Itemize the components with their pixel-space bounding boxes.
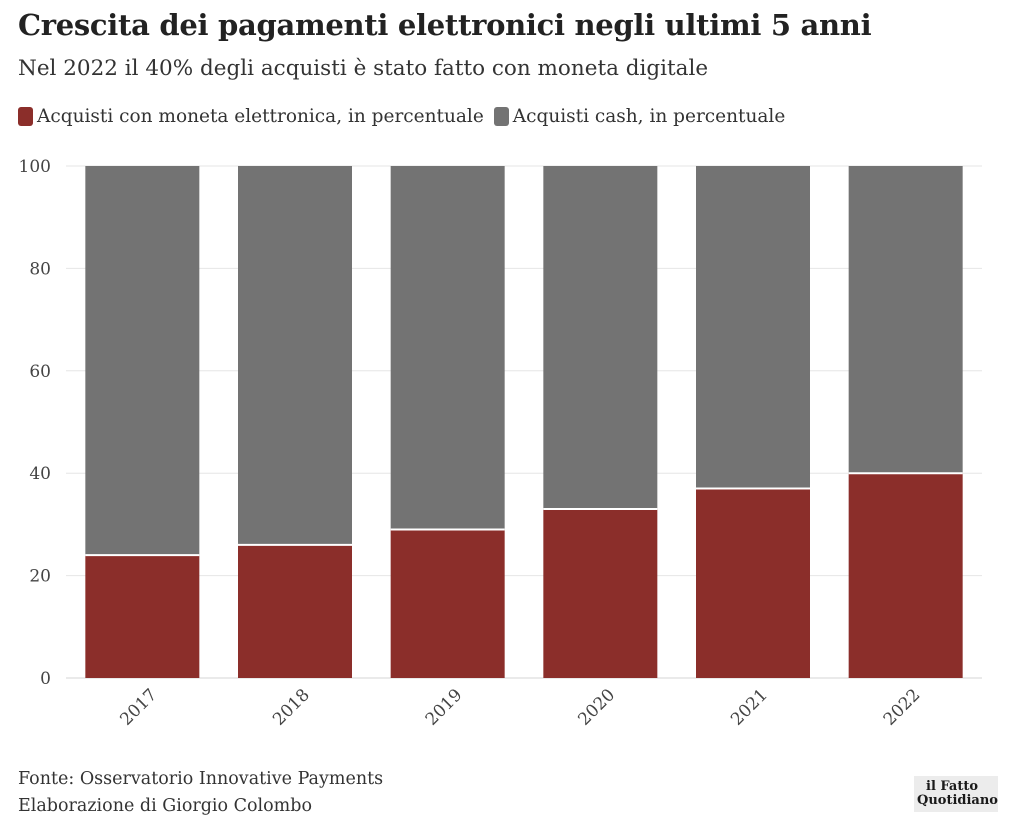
y-tick-label: 20 <box>29 567 51 587</box>
bar-electronic <box>543 509 658 678</box>
legend-item-electronic: Acquisti con moneta elettronica, in perc… <box>18 106 484 127</box>
bar-cash <box>85 166 200 556</box>
bar-cash <box>390 166 505 530</box>
legend: Acquisti con moneta elettronica, in perc… <box>18 106 795 127</box>
bar-cash <box>848 166 963 474</box>
legend-label-cash: Acquisti cash, in percentuale <box>512 106 786 127</box>
y-tick-label: 80 <box>29 259 51 279</box>
bar-electronic <box>85 555 200 678</box>
bar-cash <box>238 166 352 545</box>
chart-title: Crescita dei pagamenti elettronici negli… <box>18 8 872 42</box>
chart-subtitle: Nel 2022 il 40% degli acquisti è stato f… <box>18 56 709 81</box>
x-tick-label: 2018 <box>269 685 314 730</box>
logo-line-2: Quotidiano <box>917 793 998 808</box>
y-tick-label: 40 <box>29 464 51 484</box>
bar-cash <box>543 166 658 510</box>
bar-cash <box>696 166 810 489</box>
x-tick-label: 2020 <box>574 685 619 730</box>
credit-note: Elaborazione di Giorgio Colombo <box>18 796 313 816</box>
legend-label-electronic: Acquisti con moneta elettronica, in perc… <box>37 106 484 127</box>
source-note: Fonte: Osservatorio Innovative Payments <box>18 769 384 789</box>
bar-electronic <box>848 473 963 678</box>
bar-electronic <box>238 544 352 678</box>
x-tick-label: 2022 <box>880 685 925 730</box>
y-tick-label: 60 <box>29 362 51 382</box>
x-tick-label: 2021 <box>727 685 772 730</box>
x-tick-label: 2017 <box>116 685 161 730</box>
bar-electronic <box>696 488 810 678</box>
publisher-logo: il Fatto Quotidiano <box>914 776 998 812</box>
bar-electronic <box>390 529 505 678</box>
footer: Fonte: Osservatorio Innovative Payments … <box>18 766 383 820</box>
y-tick-label: 0 <box>40 669 51 689</box>
legend-item-cash: Acquisti cash, in percentuale <box>493 106 786 127</box>
x-tick-label: 2019 <box>422 685 467 730</box>
stacked-bar-chart: 0 20 40 60 80 100 2017 2018 2019 2020 2021 2022 <box>19 157 982 730</box>
y-tick-label: 100 <box>19 157 51 177</box>
legend-swatch-cash <box>493 107 509 126</box>
logo-line-1: il Fatto <box>926 779 979 794</box>
legend-swatch-electronic <box>18 107 33 126</box>
